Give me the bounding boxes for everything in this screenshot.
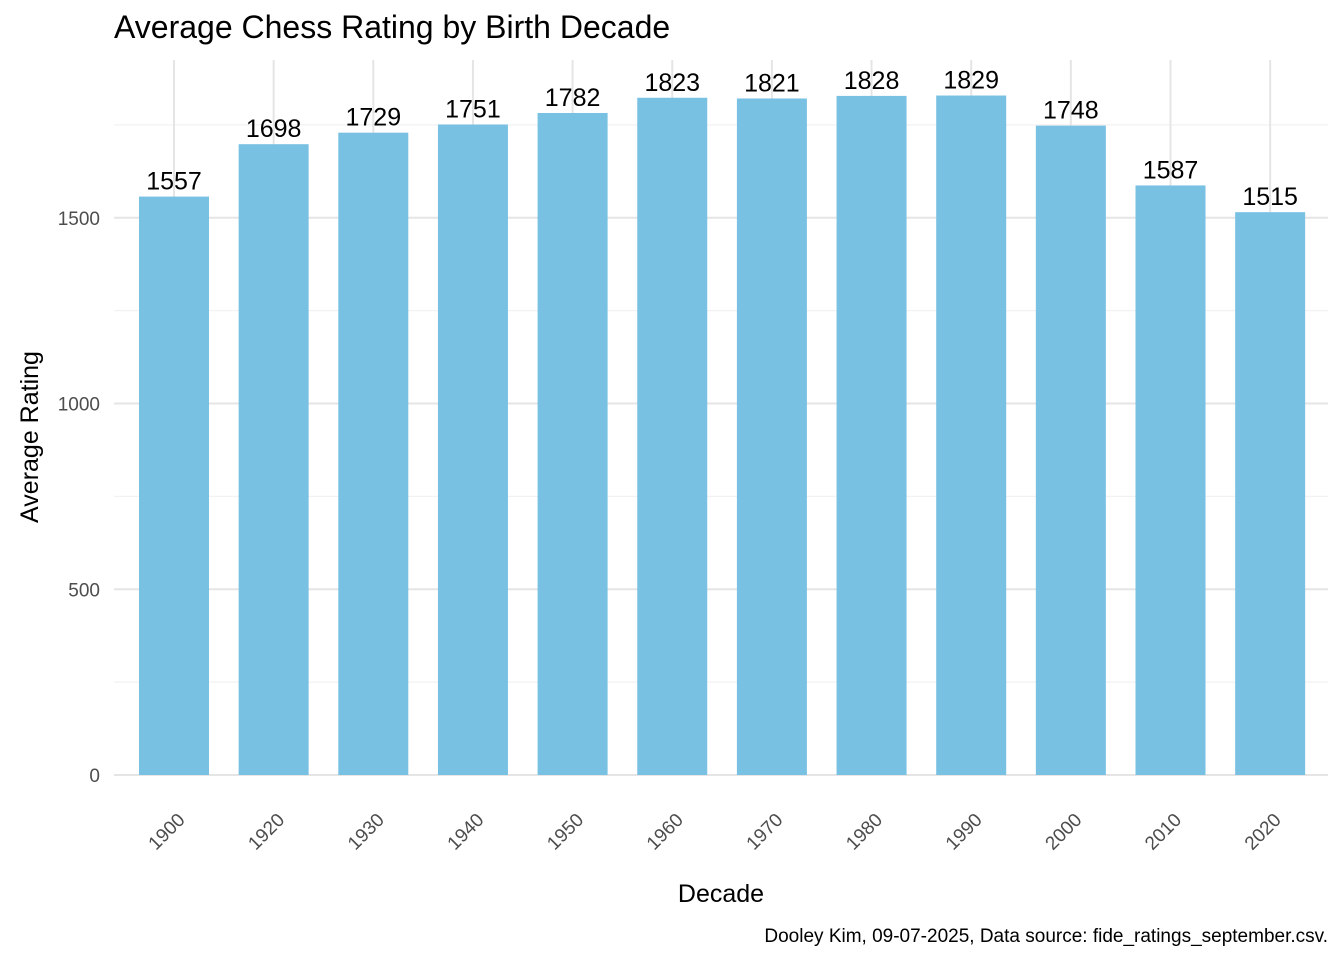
y-axis-title: Average Rating [16,351,44,523]
x-axis-title: Decade [678,880,764,908]
chart-caption: Dooley Kim, 09-07-2025, Data source: fid… [764,926,1328,947]
bars [139,95,1306,776]
y-tick-label-1500: 1500 [58,209,100,230]
x-tick-label-1930: 1930 [344,810,389,855]
x-tick-label-1960: 1960 [643,810,688,855]
x-tick-label-2000: 2000 [1042,810,1087,855]
x-tick-label-1980: 1980 [842,810,887,855]
bar-label-1960: 1823 [644,69,700,97]
bar-2020 [1235,212,1306,776]
chart-title: Average Chess Rating by Birth Decade [114,9,670,45]
x-tick-label-1970: 1970 [743,810,788,855]
y-tick-label-0: 0 [89,766,100,787]
y-tick-label-500: 500 [68,580,100,601]
bar-label-1940: 1751 [445,96,501,124]
bar-label-1980: 1828 [844,67,900,95]
bar-label-1990: 1829 [943,67,999,95]
bar-label-1920: 1698 [246,115,302,143]
bar-label-2020: 1515 [1242,183,1298,211]
bar-label-1900: 1557 [146,168,202,196]
bar-1960 [637,97,708,776]
x-tick-label-2010: 2010 [1141,810,1186,855]
bar-1990 [936,95,1007,776]
bar-label-2000: 1748 [1043,97,1099,125]
x-tick-label-1940: 1940 [444,810,489,855]
bar-1940 [437,124,508,776]
y-axis: 0 500 1000 1500 [58,209,100,787]
x-tick-label-2020: 2020 [1241,810,1286,855]
bar-1900 [139,196,209,776]
x-tick-label-1900: 1900 [145,810,190,855]
bar-label-1970: 1821 [744,69,800,97]
bar-1970 [736,98,807,776]
x-tick-label-1950: 1950 [543,810,588,855]
bar-label-2010: 1587 [1143,156,1199,184]
bar-2000 [1035,125,1106,776]
x-axis: 1900 1920 1930 1940 1950 1960 1970 1980 1990 2000… [145,810,1286,855]
y-tick-label-1000: 1000 [58,395,100,416]
bar-1930 [338,132,409,775]
bar-1980 [836,95,907,775]
bar-2010 [1135,185,1206,775]
bar-1950 [537,112,608,775]
x-tick-label-1920: 1920 [244,810,289,855]
bar-1920 [238,144,309,775]
bar-label-1930: 1729 [345,104,401,132]
x-tick-label-1990: 1990 [942,810,987,855]
bar-labels: 1557 1698 1729 1751 1782 1823 1821 1828 1829 1748… [146,67,1298,212]
bar-label-1950: 1782 [545,84,601,112]
